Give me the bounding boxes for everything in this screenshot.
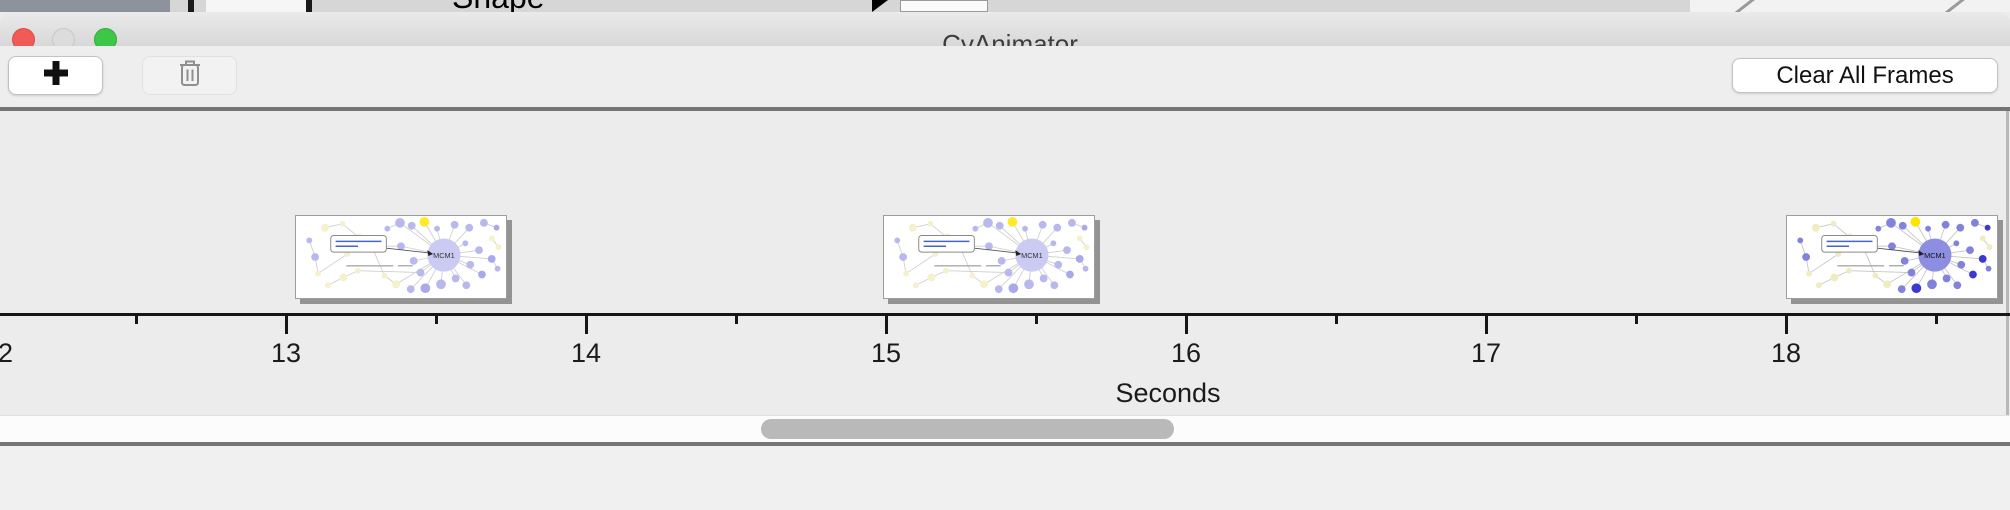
plus-icon (40, 57, 72, 94)
svg-text:MCM1: MCM1 (433, 251, 455, 260)
timeline-scrollbar-thumb[interactable] (761, 419, 1174, 439)
add-frame-button[interactable] (8, 56, 103, 95)
frame-toolbar: Clear All Frames (0, 46, 2010, 107)
background-divider (306, 0, 312, 12)
title-bar: CyAnimator (0, 12, 2010, 59)
background-segment (206, 0, 306, 12)
panel-right-border (2006, 111, 2009, 442)
svg-text:MCM1: MCM1 (1924, 251, 1946, 260)
trash-icon (177, 58, 203, 93)
panel-top-border (0, 107, 2010, 111)
delete-frame-button[interactable] (142, 56, 237, 95)
timeline-frame-thumbnail[interactable]: MCM1 (1786, 215, 1998, 299)
panel-bottom-border (0, 442, 2010, 446)
clear-all-frames-button[interactable]: Clear All Frames (1732, 58, 1998, 93)
playback-toolbar: Animation Speed: (0, 446, 2010, 510)
background-dropdown-arrow (872, 0, 888, 12)
background-partial-text: Shape (452, 0, 545, 12)
timeline-frame-thumbnail[interactable]: MCM1 (295, 215, 507, 299)
timeline-frame-thumbnail[interactable]: MCM1 (883, 215, 1095, 299)
clear-all-frames-label: Clear All Frames (1776, 61, 1954, 89)
background-window-strip: Shape (0, 0, 2010, 12)
background-canvas (1690, 0, 2010, 12)
svg-text:MCM1: MCM1 (1021, 251, 1043, 260)
background-segment (0, 0, 170, 12)
background-field (900, 0, 988, 12)
background-divider (188, 0, 194, 12)
